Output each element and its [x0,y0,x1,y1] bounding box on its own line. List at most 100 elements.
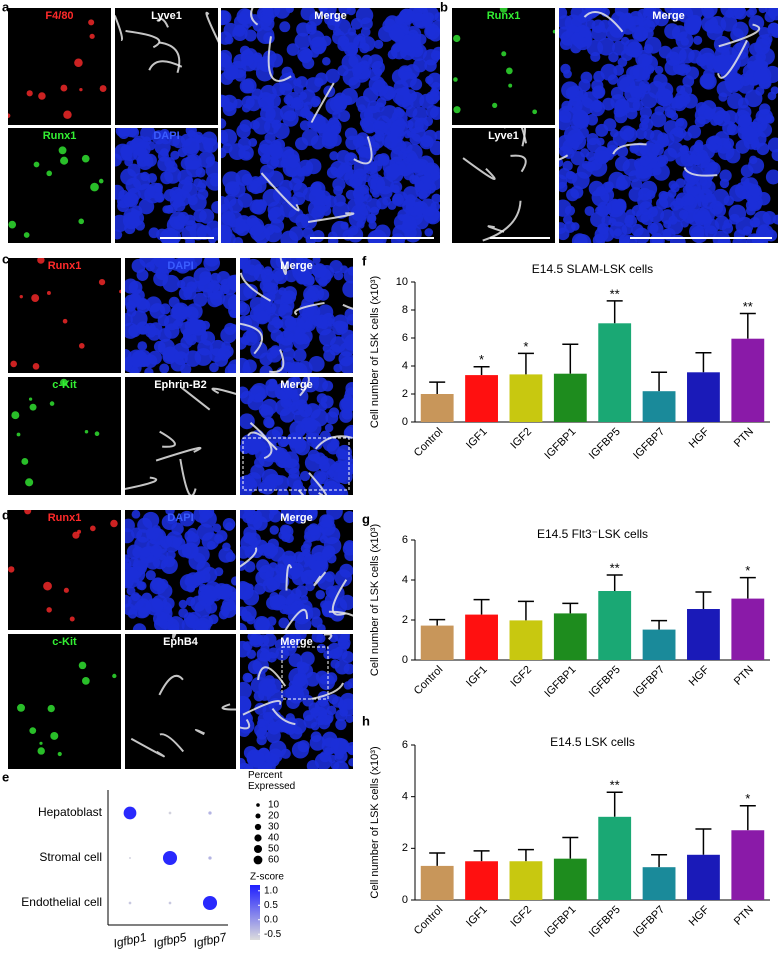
vessel [271,708,296,726]
cell [453,106,461,114]
inset-box [281,646,329,700]
nucleus [316,623,326,630]
nucleus [343,540,353,553]
nucleus [178,599,188,609]
nucleus [126,544,142,560]
nucleus [377,153,390,165]
nucleus [758,26,770,39]
nucleus [712,203,727,218]
nucleus [216,271,231,285]
nucleus [313,470,327,484]
nucleus [297,47,313,63]
cell [29,403,37,411]
nucleus [249,224,267,242]
vessel [125,30,161,49]
cell [8,220,17,229]
nucleus [371,189,381,198]
nucleus [193,292,208,307]
image-background [8,258,121,373]
column-label: Igfbp7 [192,930,229,951]
nucleus [656,197,669,210]
nucleus [559,227,570,241]
nucleus [277,436,289,448]
vessel [583,11,624,33]
nucleus [343,681,353,690]
image-label: Merge [280,260,312,272]
nucleus [240,757,246,769]
dot [168,901,172,905]
nucleus [233,54,248,69]
vessel [240,547,258,568]
nucleus [595,150,610,164]
nucleus [425,91,440,105]
nucleus [329,260,343,274]
nucleus [344,334,353,351]
nucleus [351,64,363,76]
vessel [269,349,285,373]
nucleus [197,188,209,200]
nucleus [274,8,291,19]
micrograph: Runx1 [8,510,121,630]
bar [420,865,454,900]
nucleus [676,85,686,95]
nucleus [607,74,619,85]
nucleus [695,152,711,168]
cell [81,154,90,163]
nucleus [739,73,752,86]
nucleus [745,233,764,243]
nucleus [637,53,651,67]
nucleus [663,120,679,135]
nucleus [246,215,259,228]
nucleus [346,314,353,326]
nucleus [254,723,267,737]
nucleus [240,315,253,331]
nucleus [744,89,763,108]
size-legend-title: Percent Expressed [248,770,296,792]
x-tick-label: IGFBP7 [631,904,667,940]
nucleus [576,163,593,179]
nucleus [412,8,429,22]
nucleus [322,57,331,66]
nucleus [260,15,272,28]
cell [8,566,15,573]
image-label: Runx1 [43,130,77,142]
nucleus [236,124,251,139]
nucleus [240,413,255,430]
nucleus [184,530,196,542]
nucleus [242,641,253,651]
nucleus [240,442,251,454]
nucleus [253,516,268,531]
nucleus [341,650,353,664]
bar [465,375,498,422]
y-tick-label: 2 [402,388,408,400]
nucleus [169,194,184,208]
nucleus [133,147,148,162]
vessel [342,303,353,310]
nucleus [772,214,778,225]
nucleus [240,545,251,559]
vessel [294,301,325,316]
bar [687,609,720,660]
nucleus [625,107,638,120]
nucleus [675,31,694,50]
nucleus [279,21,291,33]
nucleus [597,37,616,56]
chart-title: E14.5 LSK cells [550,735,635,749]
nucleus [125,558,132,570]
x-tick-label: IGFBP1 [542,664,578,700]
vessel [510,154,527,173]
nucleus [714,131,730,146]
x-tick-label: PTN [732,904,756,928]
nucleus [401,213,411,223]
nucleus [195,167,206,178]
nucleus [559,158,564,167]
x-tick-label: PTN [732,664,756,688]
nucleus [243,359,257,373]
nucleus [392,193,404,206]
nucleus [434,12,440,22]
nucleus [719,169,732,182]
nucleus [347,198,362,214]
micrograph: F4/80 [8,8,111,125]
vessel [482,200,522,242]
nucleus [602,97,615,111]
